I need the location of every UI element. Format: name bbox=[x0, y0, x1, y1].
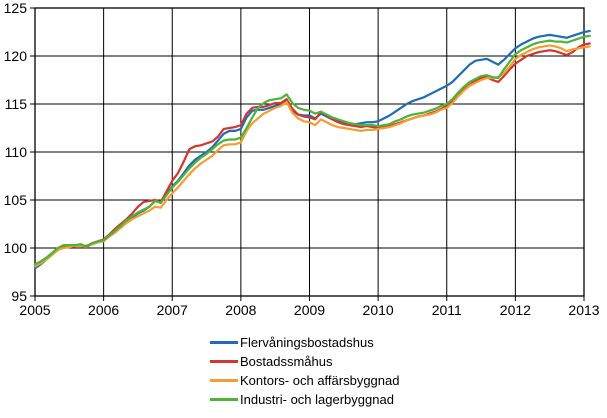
legend-label: Industri- och lagerbyggnad bbox=[240, 392, 394, 407]
y-tick-label: 110 bbox=[5, 144, 28, 160]
y-tick-label: 95 bbox=[11, 288, 27, 304]
chart-legend: Flervåningsbostadshus Bostadssmåhus Kont… bbox=[210, 333, 399, 409]
y-tick-label: 125 bbox=[4, 0, 28, 16]
x-tick-label: 2012 bbox=[500, 302, 531, 318]
legend-item: Bostadssmåhus bbox=[210, 352, 399, 371]
y-tick-label: 100 bbox=[4, 240, 28, 256]
legend-item: Industri- och lagerbyggnad bbox=[210, 390, 399, 409]
series-line-industri-och-lagerbyggnad bbox=[33, 34, 591, 266]
x-tick-label: 2010 bbox=[363, 302, 394, 318]
x-tick-label: 2007 bbox=[157, 302, 188, 318]
legend-item: Flervåningsbostadshus bbox=[210, 333, 399, 352]
y-tick-label: 120 bbox=[4, 48, 28, 64]
y-tick-label: 105 bbox=[4, 192, 28, 208]
x-tick-label: 2005 bbox=[19, 302, 50, 318]
x-tick-label: 2006 bbox=[88, 302, 119, 318]
legend-label: Bostadssmåhus bbox=[240, 354, 333, 369]
legend-line-swatch bbox=[210, 379, 238, 382]
x-tick-label: 2008 bbox=[225, 302, 256, 318]
x-tick-label: 2013 bbox=[568, 302, 599, 318]
legend-line-swatch bbox=[210, 398, 238, 401]
series-line-kontors-och-affarsbyggnad bbox=[33, 44, 591, 268]
legend-label: Flervåningsbostadshus bbox=[240, 335, 374, 350]
x-tick-label: 2011 bbox=[432, 302, 462, 318]
x-tick-label: 2009 bbox=[294, 302, 325, 318]
legend-item: Kontors- och affärsbyggnad bbox=[210, 371, 399, 390]
legend-line-swatch bbox=[210, 360, 238, 363]
y-tick-label: 115 bbox=[5, 96, 28, 112]
legend-line-swatch bbox=[210, 341, 238, 344]
series-line-bostadssmahus bbox=[33, 42, 591, 267]
legend-label: Kontors- och affärsbyggnad bbox=[240, 373, 400, 388]
